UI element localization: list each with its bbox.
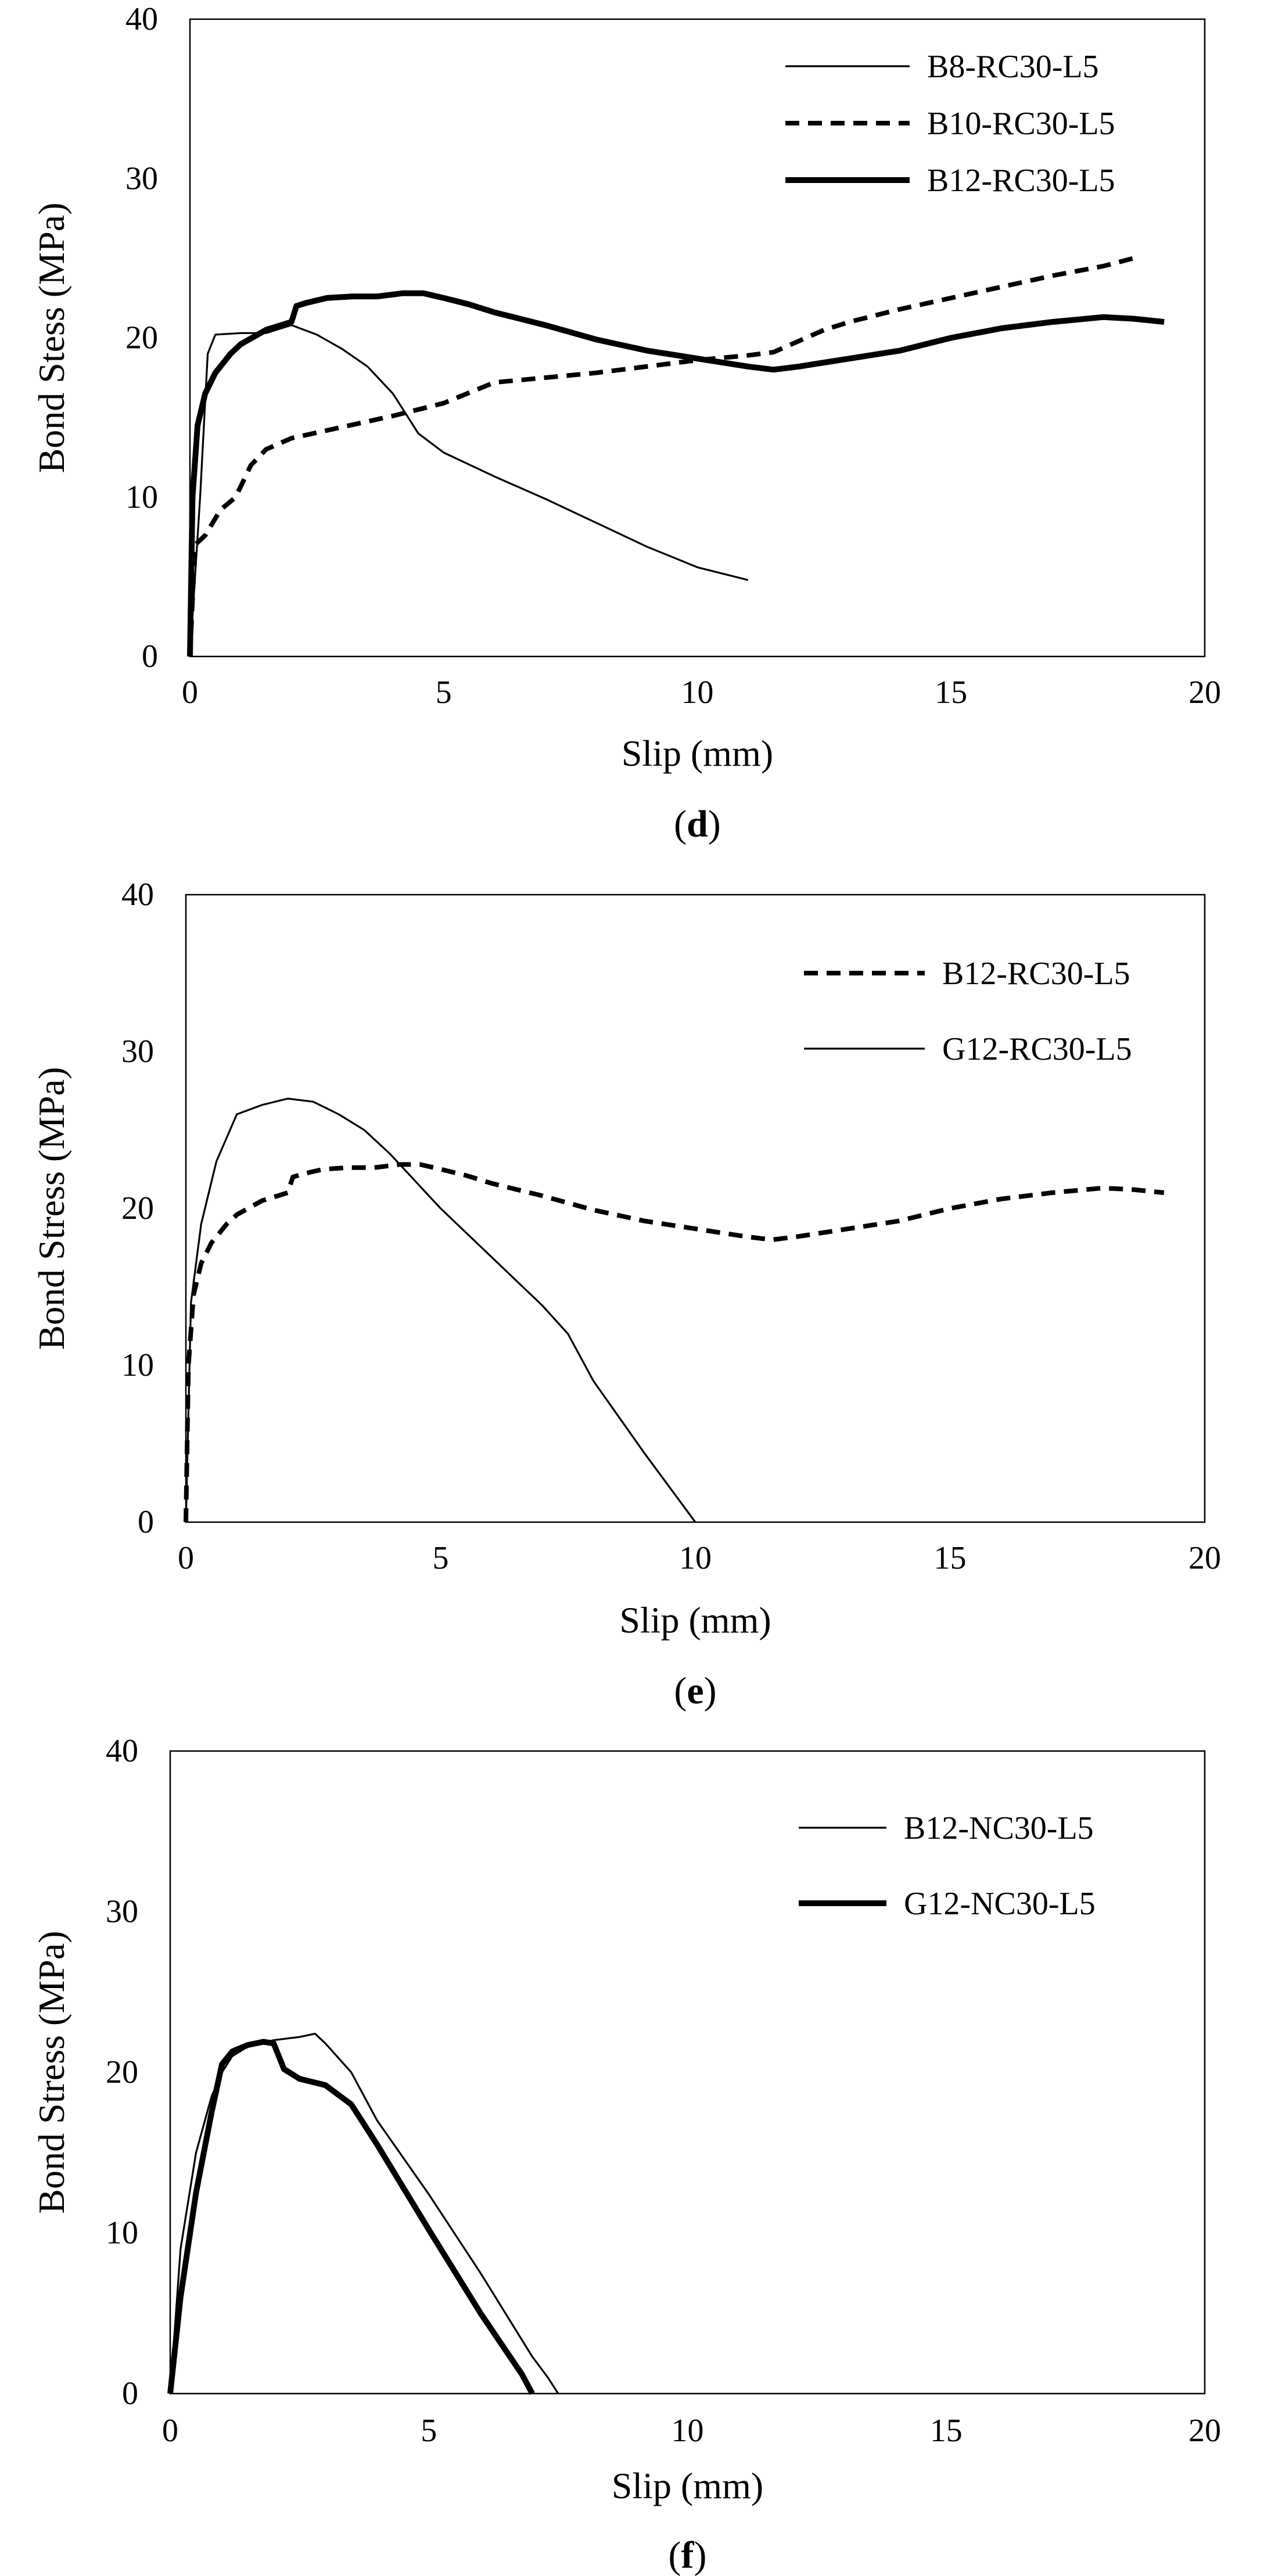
x-tick-label: 0 xyxy=(162,2413,178,2449)
chart-panel-f: 0 10 20 30 40 0 5 10 15 20 Slip (mm) Bond Stress (M… xyxy=(31,1733,1221,2576)
x-tick-label: 0 xyxy=(182,675,198,711)
x-tick-label: 5 xyxy=(433,1540,449,1576)
series-line-b12-rc30-l5 xyxy=(187,290,1165,657)
plot-frame xyxy=(169,1750,1206,2395)
x-tick-label: 15 xyxy=(935,675,967,711)
x-tick-label: 5 xyxy=(421,2413,437,2449)
x-tick-label: 5 xyxy=(436,675,452,711)
legend-label: G12-RC30-L5 xyxy=(942,1031,1132,1067)
chart-panel-e: 0 10 20 30 40 0 5 10 15 20 Slip (mm) Bond Stress (M… xyxy=(31,877,1221,1712)
y-tick-label: 30 xyxy=(125,160,158,196)
x-tick-label: 10 xyxy=(672,2413,704,2449)
x-tick-label: 10 xyxy=(679,1540,712,1576)
y-tick-label: 30 xyxy=(121,1034,154,1070)
y-tick-label: 0 xyxy=(122,2376,138,2412)
y-axis-label: Bond Stess (MPa) xyxy=(31,203,72,473)
chart-panel-d: 0 10 20 30 40 0 5 10 15 20 Slip (mm) Bond Stess (MP… xyxy=(31,1,1221,845)
y-tick-label: 40 xyxy=(125,1,158,37)
legend-label: B12-RC30-L5 xyxy=(927,163,1115,199)
x-axis-label: Slip (mm) xyxy=(619,1599,771,1641)
legend-label: B8-RC30-L5 xyxy=(927,49,1099,85)
y-tick-label: 30 xyxy=(106,1894,138,1930)
x-axis-label: Slip (mm) xyxy=(622,733,773,774)
x-tick-label: 20 xyxy=(1188,2413,1221,2449)
legend-label: B12-NC30-L5 xyxy=(904,1810,1094,1846)
x-tick-label: 20 xyxy=(1188,675,1221,711)
x-tick-label: 0 xyxy=(178,1540,194,1576)
panel-label: (d) xyxy=(674,803,721,845)
y-tick-label: 10 xyxy=(106,2215,138,2251)
x-tick-label: 15 xyxy=(934,1540,967,1576)
x-tick-label: 10 xyxy=(681,675,714,711)
y-tick-label: 20 xyxy=(125,320,158,356)
y-tick-label: 10 xyxy=(125,479,158,515)
y-tick-label: 0 xyxy=(138,1504,154,1540)
y-tick-label: 0 xyxy=(142,638,158,675)
legend-label: B10-RC30-L5 xyxy=(927,106,1115,142)
y-tick-label: 20 xyxy=(106,2054,138,2090)
y-tick-label: 40 xyxy=(121,877,154,913)
y-tick-label: 20 xyxy=(121,1190,154,1226)
x-tick-label: 15 xyxy=(930,2413,963,2449)
series-line-g12-rc30-l5 xyxy=(185,1097,696,1523)
panel-label: (e) xyxy=(674,1670,716,1712)
plot-frame xyxy=(189,18,1206,658)
legend-label: G12-NC30-L5 xyxy=(904,1886,1096,1922)
y-axis-label: Bond Stress (MPa) xyxy=(31,1067,72,1350)
y-axis-label: Bond Stress (MPa) xyxy=(31,1931,72,2213)
series-line-b10-rc30-l5 xyxy=(188,256,1134,657)
y-tick-label: 40 xyxy=(106,1733,138,1769)
y-tick-label: 10 xyxy=(121,1347,154,1383)
x-axis-label: Slip (mm) xyxy=(612,2465,763,2506)
panel-label: (f) xyxy=(669,2534,707,2576)
x-tick-label: 20 xyxy=(1188,1540,1221,1576)
series-line-b8-rc30-l5 xyxy=(189,324,749,657)
legend-label: B12-RC30-L5 xyxy=(942,956,1130,992)
series-line-g12-nc30-l5 xyxy=(167,2039,535,2395)
series-line-b12-nc30-l5 xyxy=(169,2033,559,2394)
series-line-b12-rc30-l5 xyxy=(184,1162,1165,1523)
